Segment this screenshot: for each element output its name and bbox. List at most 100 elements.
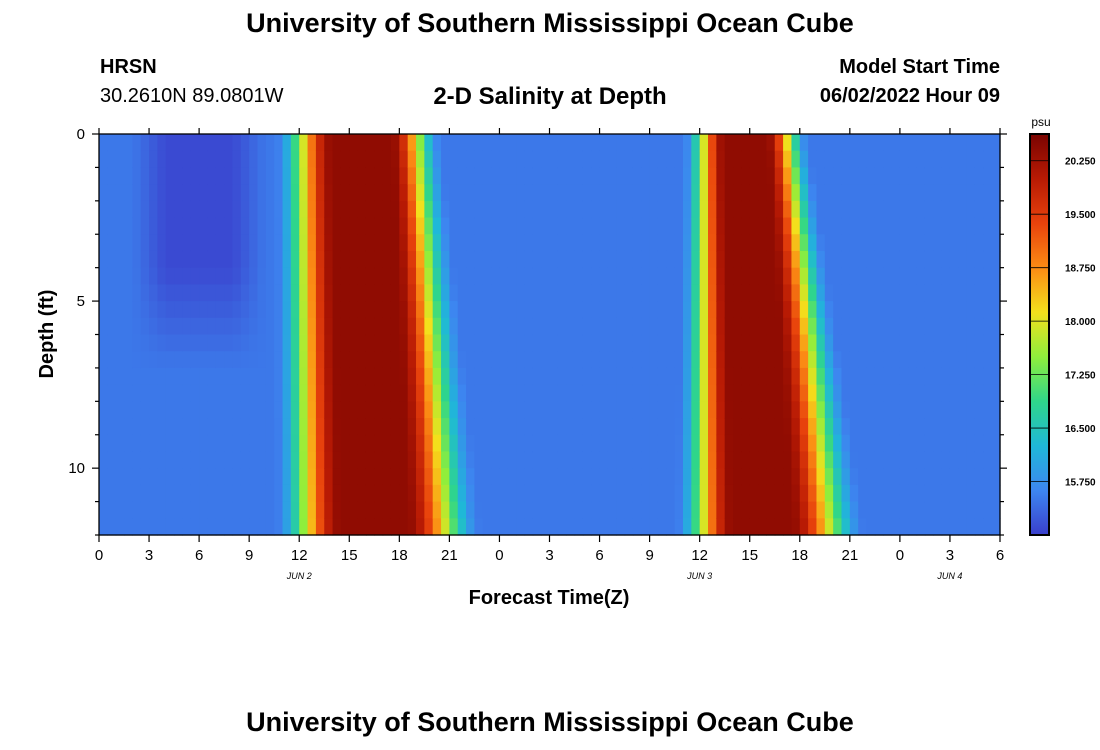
heatmap-cell [307,451,317,469]
heatmap-cell [758,484,767,503]
heatmap-cell [132,401,142,419]
heatmap-cell [983,250,993,269]
heatmap-cell [708,384,717,402]
heatmap-cell [99,518,108,536]
heatmap-cell [265,284,275,302]
heatmap-cell [516,284,526,302]
heatmap-cell [808,501,818,519]
heatmap-cell [315,484,325,503]
heatmap-cell [449,167,459,185]
heatmap-cell [482,317,492,336]
heatmap-cell [674,367,684,386]
heatmap-cell [240,351,250,369]
heatmap-cell [682,301,692,319]
heatmap-cell [274,501,284,519]
heatmap-cell [541,250,551,269]
x-tick-label: 6 [195,547,203,564]
heatmap-cell [691,468,701,486]
heatmap-cell [466,250,476,269]
heatmap-cell [841,384,851,402]
heatmap-cell [157,184,167,202]
heatmap-cell [524,351,534,369]
heatmap-cell [349,418,359,436]
heatmap-cell [966,301,976,319]
heatmap-cell [407,367,417,386]
heatmap-cell [983,301,993,319]
heatmap-cell [249,267,259,285]
model-start-value: 06/02/2022 Hour 09 [819,85,1000,107]
heatmap-cell [357,167,367,185]
heatmap-cell [824,250,834,269]
heatmap-cell [424,468,434,486]
heatmap-cell [974,284,984,302]
heatmap-cell [624,434,634,453]
heatmap-cell [482,434,492,453]
heatmap-cell [808,351,818,369]
heatmap-cell [766,184,776,202]
heatmap-cell [240,484,250,503]
heatmap-cell [649,134,659,152]
heatmap-cell [190,317,200,336]
heatmap-cell [724,401,734,419]
heatmap-cell [307,284,317,302]
heatmap-cell [983,184,993,202]
heatmap-cell [691,234,701,252]
heatmap-cell [374,167,384,185]
heatmap-cell [524,167,534,185]
heatmap-cell [424,234,434,252]
heatmap-cell [699,334,709,352]
heatmap-cell [582,484,592,503]
heatmap-cell [566,267,576,285]
heatmap-cell [858,451,868,469]
heatmap-cell [641,334,651,352]
heatmap-cell [616,250,626,269]
heatmap-cell [524,484,534,503]
heatmap-cell [858,484,868,503]
heatmap-cell [691,134,701,152]
heatmap-cell [841,134,851,152]
heatmap-cell [124,384,133,402]
heatmap-cell [641,518,651,536]
heatmap-cell [833,217,843,235]
heatmap-cell [983,518,993,536]
heatmap-cell [582,267,592,285]
heatmap-cell [99,484,108,503]
heatmap-cell [332,401,342,419]
heatmap-cell [574,451,584,469]
heatmap-cell [199,301,209,319]
heatmap-cell [958,284,968,302]
heatmap-cell [883,217,893,235]
heatmap-cell [99,418,108,436]
heatmap-cell [257,451,267,469]
heatmap-cell [532,351,542,369]
heatmap-cell [716,434,726,453]
heatmap-cell [224,401,234,419]
heatmap-cell [140,384,150,402]
heatmap-cell [557,418,567,436]
heatmap-cell [399,334,409,352]
heatmap-cell [516,468,526,486]
heatmap-cell [474,401,484,419]
heatmap-cell [933,468,943,486]
heatmap-cell [624,451,634,469]
heatmap-cell [290,351,300,369]
heatmap-cell [107,284,117,302]
heatmap-cell [899,267,909,285]
heatmap-cell [340,150,350,169]
heatmap-cell [390,401,400,419]
heatmap-cell [532,301,542,319]
heatmap-cell [516,234,526,252]
heatmap-cell [933,184,943,202]
heatmap-cell [607,217,617,235]
heatmap-cell [416,250,425,269]
heatmap-cell [824,234,834,252]
heatmap-cell [132,367,142,386]
heatmap-cell [541,468,551,486]
heatmap-cell [215,234,225,252]
heatmap-cell [290,434,300,453]
heatmap-cell [774,334,784,352]
heatmap-cell [824,367,834,386]
heatmap-cell [966,451,976,469]
heatmap-cell [499,468,509,486]
heatmap-cell [983,167,993,185]
